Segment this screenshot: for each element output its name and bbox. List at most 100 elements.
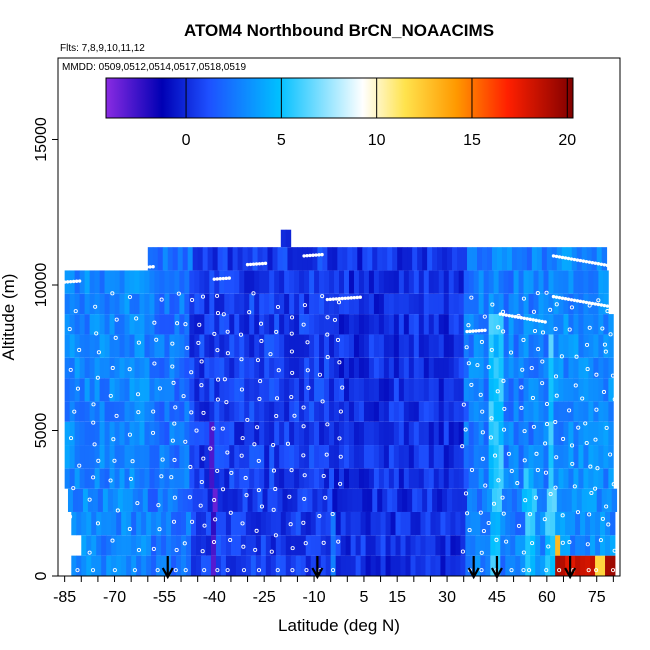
heat-cell bbox=[608, 421, 614, 446]
heat-cell bbox=[294, 293, 300, 315]
heat-cell bbox=[483, 421, 490, 446]
observation-point bbox=[240, 521, 245, 526]
heat-cell bbox=[84, 270, 90, 294]
observation-point bbox=[87, 497, 92, 502]
heat-cell bbox=[114, 421, 120, 446]
heat-cell bbox=[380, 511, 386, 536]
heat-cell bbox=[442, 488, 448, 512]
heat-cell bbox=[144, 421, 150, 446]
observation-point bbox=[325, 422, 330, 427]
heat-cell bbox=[274, 357, 280, 379]
heat-cell bbox=[408, 270, 415, 294]
heat-cell bbox=[477, 247, 483, 271]
observation-point bbox=[553, 485, 558, 490]
heat-cell bbox=[513, 445, 519, 469]
heat-cell bbox=[319, 314, 325, 335]
heat-cell bbox=[535, 535, 541, 556]
heat-cell bbox=[229, 314, 235, 335]
observation-point bbox=[509, 468, 514, 474]
heat-cell bbox=[465, 535, 471, 556]
heat-cell bbox=[277, 247, 283, 271]
observation-point bbox=[94, 331, 99, 336]
heat-cell bbox=[553, 468, 559, 489]
heat-cell bbox=[583, 421, 589, 446]
observation-point bbox=[576, 425, 581, 430]
heat-cell bbox=[538, 357, 544, 379]
heat-cell bbox=[196, 535, 202, 556]
heat-cell bbox=[438, 293, 445, 315]
heat-cell bbox=[265, 555, 272, 576]
heat-cell bbox=[126, 511, 132, 536]
heat-cell bbox=[453, 334, 460, 358]
track-point bbox=[74, 279, 79, 283]
heat-cell bbox=[513, 357, 519, 379]
heat-cell bbox=[259, 401, 265, 422]
heat-cell bbox=[229, 445, 235, 469]
heat-cell bbox=[508, 314, 514, 335]
heat-cell bbox=[533, 468, 539, 489]
heat-cell bbox=[528, 401, 534, 422]
heat-cell bbox=[69, 421, 76, 446]
heat-cell bbox=[488, 270, 495, 294]
heat-cell bbox=[403, 445, 410, 469]
heat-cell bbox=[329, 401, 335, 422]
heat-cell bbox=[546, 247, 553, 271]
heat-cell bbox=[176, 555, 182, 576]
heat-cell bbox=[164, 314, 170, 335]
heat-cell bbox=[254, 421, 260, 446]
observation-point bbox=[305, 368, 310, 373]
heat-cell bbox=[104, 468, 110, 489]
heat-cell bbox=[265, 535, 272, 556]
heat-cell bbox=[430, 535, 436, 556]
heat-cell bbox=[483, 401, 490, 422]
heat-cell bbox=[335, 511, 342, 536]
heat-cell bbox=[127, 488, 134, 512]
heat-cell bbox=[372, 488, 378, 512]
heat-cell bbox=[503, 334, 509, 358]
heat-cell bbox=[578, 334, 584, 358]
track-point bbox=[531, 318, 535, 322]
heat-cell bbox=[121, 511, 127, 536]
heat-cell bbox=[214, 468, 220, 489]
heat-cell bbox=[209, 357, 215, 379]
heat-cell bbox=[224, 421, 230, 446]
observation-point bbox=[132, 568, 137, 573]
observation-point bbox=[289, 331, 294, 336]
heat-cell bbox=[588, 334, 594, 358]
track-point bbox=[537, 319, 541, 323]
heat-cell bbox=[558, 401, 564, 422]
observation-point bbox=[548, 307, 553, 312]
heat-cell bbox=[269, 378, 275, 402]
heat-cell bbox=[174, 334, 180, 358]
heat-cell bbox=[438, 421, 445, 446]
heat-cell bbox=[199, 378, 205, 402]
observation-point bbox=[127, 432, 132, 437]
heat-cell bbox=[114, 378, 120, 402]
observation-point bbox=[519, 385, 524, 390]
heat-cell bbox=[79, 357, 86, 379]
heat-cell bbox=[220, 535, 227, 556]
heat-cell bbox=[239, 293, 245, 315]
heat-cell bbox=[363, 270, 370, 294]
observation-point bbox=[288, 522, 293, 527]
heat-cell bbox=[393, 334, 400, 358]
heat-cell bbox=[403, 270, 410, 294]
heat-cell bbox=[222, 247, 228, 271]
observation-point bbox=[583, 421, 588, 426]
heat-cell bbox=[403, 421, 410, 446]
track-point bbox=[572, 257, 577, 262]
heat-cell bbox=[247, 247, 253, 271]
heat-cell bbox=[181, 535, 187, 556]
heat-cell bbox=[460, 535, 466, 556]
heat-cell bbox=[249, 445, 255, 469]
heat-cell bbox=[250, 555, 257, 576]
heat-cell bbox=[114, 401, 120, 422]
heat-cell bbox=[76, 511, 82, 536]
observation-point bbox=[110, 365, 115, 371]
heat-cell bbox=[119, 314, 125, 335]
heat-cell bbox=[383, 314, 390, 335]
heat-cell bbox=[174, 445, 180, 469]
observation-point bbox=[593, 486, 598, 491]
heat-cell bbox=[139, 401, 145, 422]
heat-cell bbox=[393, 401, 400, 422]
